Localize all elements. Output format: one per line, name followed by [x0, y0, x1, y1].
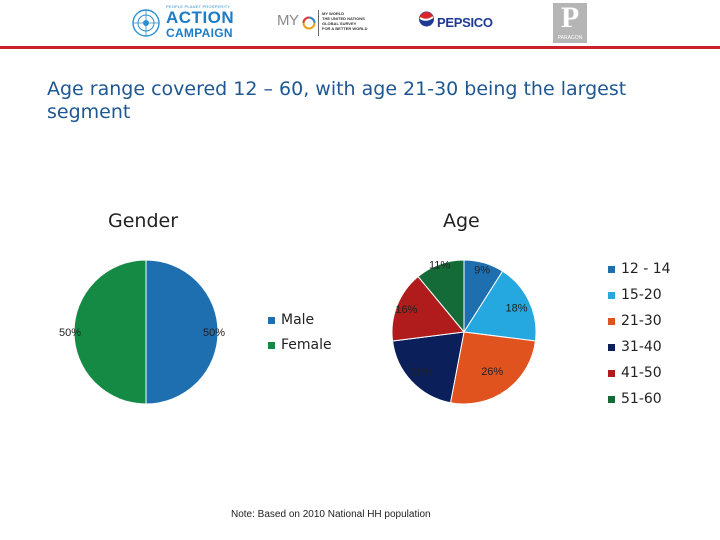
- legend-swatch-male: [268, 316, 275, 324]
- age-label-51-60: 11%: [429, 259, 450, 271]
- age-label-41-50: 16%: [395, 304, 417, 316]
- paragon-letter: P: [560, 1, 580, 34]
- age-pie-chart: 9% 18% 26% 20% 16% 11%: [391, 259, 537, 405]
- action-campaign-line2: CAMPAIGN: [166, 26, 233, 40]
- un-emblem-icon: [132, 9, 160, 37]
- header-divider: [0, 46, 720, 49]
- slide-title: Age range covered 12 – 60, with age 21-3…: [47, 78, 627, 123]
- my-world-mark: MY: [277, 12, 299, 29]
- pepsico-logo: PEPSICO: [418, 6, 508, 38]
- legend-swatch-female: [268, 341, 275, 349]
- legend-swatch-age-12-14: [608, 265, 615, 273]
- paragon-word: PARAGON: [557, 35, 583, 41]
- legend-item-age-51-60: 51-60: [608, 391, 662, 407]
- pepsico-globe-icon: [419, 11, 434, 27]
- age-label-31-40: 20%: [411, 367, 433, 379]
- legend-label-age-31-40: 31-40: [621, 339, 662, 355]
- legend-swatch-age-41-50: [608, 369, 615, 377]
- action-campaign-line1: ACTION: [166, 8, 235, 27]
- pepsico-word: PEPSICO: [437, 15, 493, 30]
- my-world-o-icon: [302, 16, 316, 30]
- legend-item-age-31-40: 31-40: [608, 339, 662, 355]
- legend-swatch-age-51-60: [608, 395, 615, 403]
- gender-chart-title: Gender: [108, 210, 179, 232]
- age-label-12-14: 9%: [474, 265, 490, 277]
- legend-swatch-age-15-20: [608, 291, 615, 299]
- gender-slice-male: [145, 259, 219, 405]
- age-label-15-20: 18%: [505, 302, 527, 314]
- age-slice-15-20: [463, 270, 537, 342]
- legend-item-male: Male: [268, 312, 314, 328]
- age-slice-41-50: [391, 275, 465, 342]
- age-slice-51-60: [417, 259, 465, 334]
- legend-item-age-21-30: 21-30: [608, 313, 662, 329]
- gender-pie-chart: 50% 50%: [59, 259, 225, 405]
- legend-label-age-21-30: 21-30: [621, 313, 662, 329]
- age-slice-21-30: [449, 331, 536, 405]
- paragon-logo: P PARAGON: [553, 1, 587, 43]
- action-campaign-tagline: PEOPLE PLANET PROSPERITY: [166, 4, 231, 9]
- legend-item-age-15-20: 15-20: [608, 287, 662, 303]
- legend-label-age-51-60: 51-60: [621, 391, 662, 407]
- age-label-21-30: 26%: [481, 366, 503, 378]
- legend-label-age-15-20: 15-20: [621, 287, 662, 303]
- legend-label-age-41-50: 41-50: [621, 365, 662, 381]
- footnote: Note: Based on 2010 National HH populati…: [231, 509, 431, 520]
- legend-item-age-41-50: 41-50: [608, 365, 662, 381]
- legend-label-female: Female: [281, 337, 332, 353]
- my-world-text: MY WORLD THE UNITED NATIONS GLOBAL SURVE…: [322, 11, 368, 31]
- my-world-logo: MY MY WORLD THE UNITED NATIONS GLOBAL SU…: [277, 10, 377, 36]
- gender-label-female: 50%: [59, 327, 81, 339]
- legend-item-female: Female: [268, 337, 332, 353]
- legend-swatch-age-31-40: [608, 343, 615, 351]
- gender-slice-female: [73, 259, 147, 405]
- legend-label-male: Male: [281, 312, 315, 328]
- gender-label-male: 50%: [203, 327, 225, 339]
- legend-item-age-12-14: 12 - 14: [608, 261, 671, 277]
- legend-swatch-age-21-30: [608, 317, 615, 325]
- my-world-separator: [318, 10, 319, 36]
- logo-bar: PEOPLE PLANET PROSPERITY ACTION CAMPAIGN…: [0, 0, 720, 46]
- age-chart-title: Age: [443, 210, 480, 232]
- age-slice-31-40: [392, 331, 465, 404]
- legend-label-age-12-14: 12 - 14: [621, 261, 671, 277]
- action-campaign-logo: PEOPLE PLANET PROSPERITY ACTION CAMPAIGN: [166, 4, 246, 42]
